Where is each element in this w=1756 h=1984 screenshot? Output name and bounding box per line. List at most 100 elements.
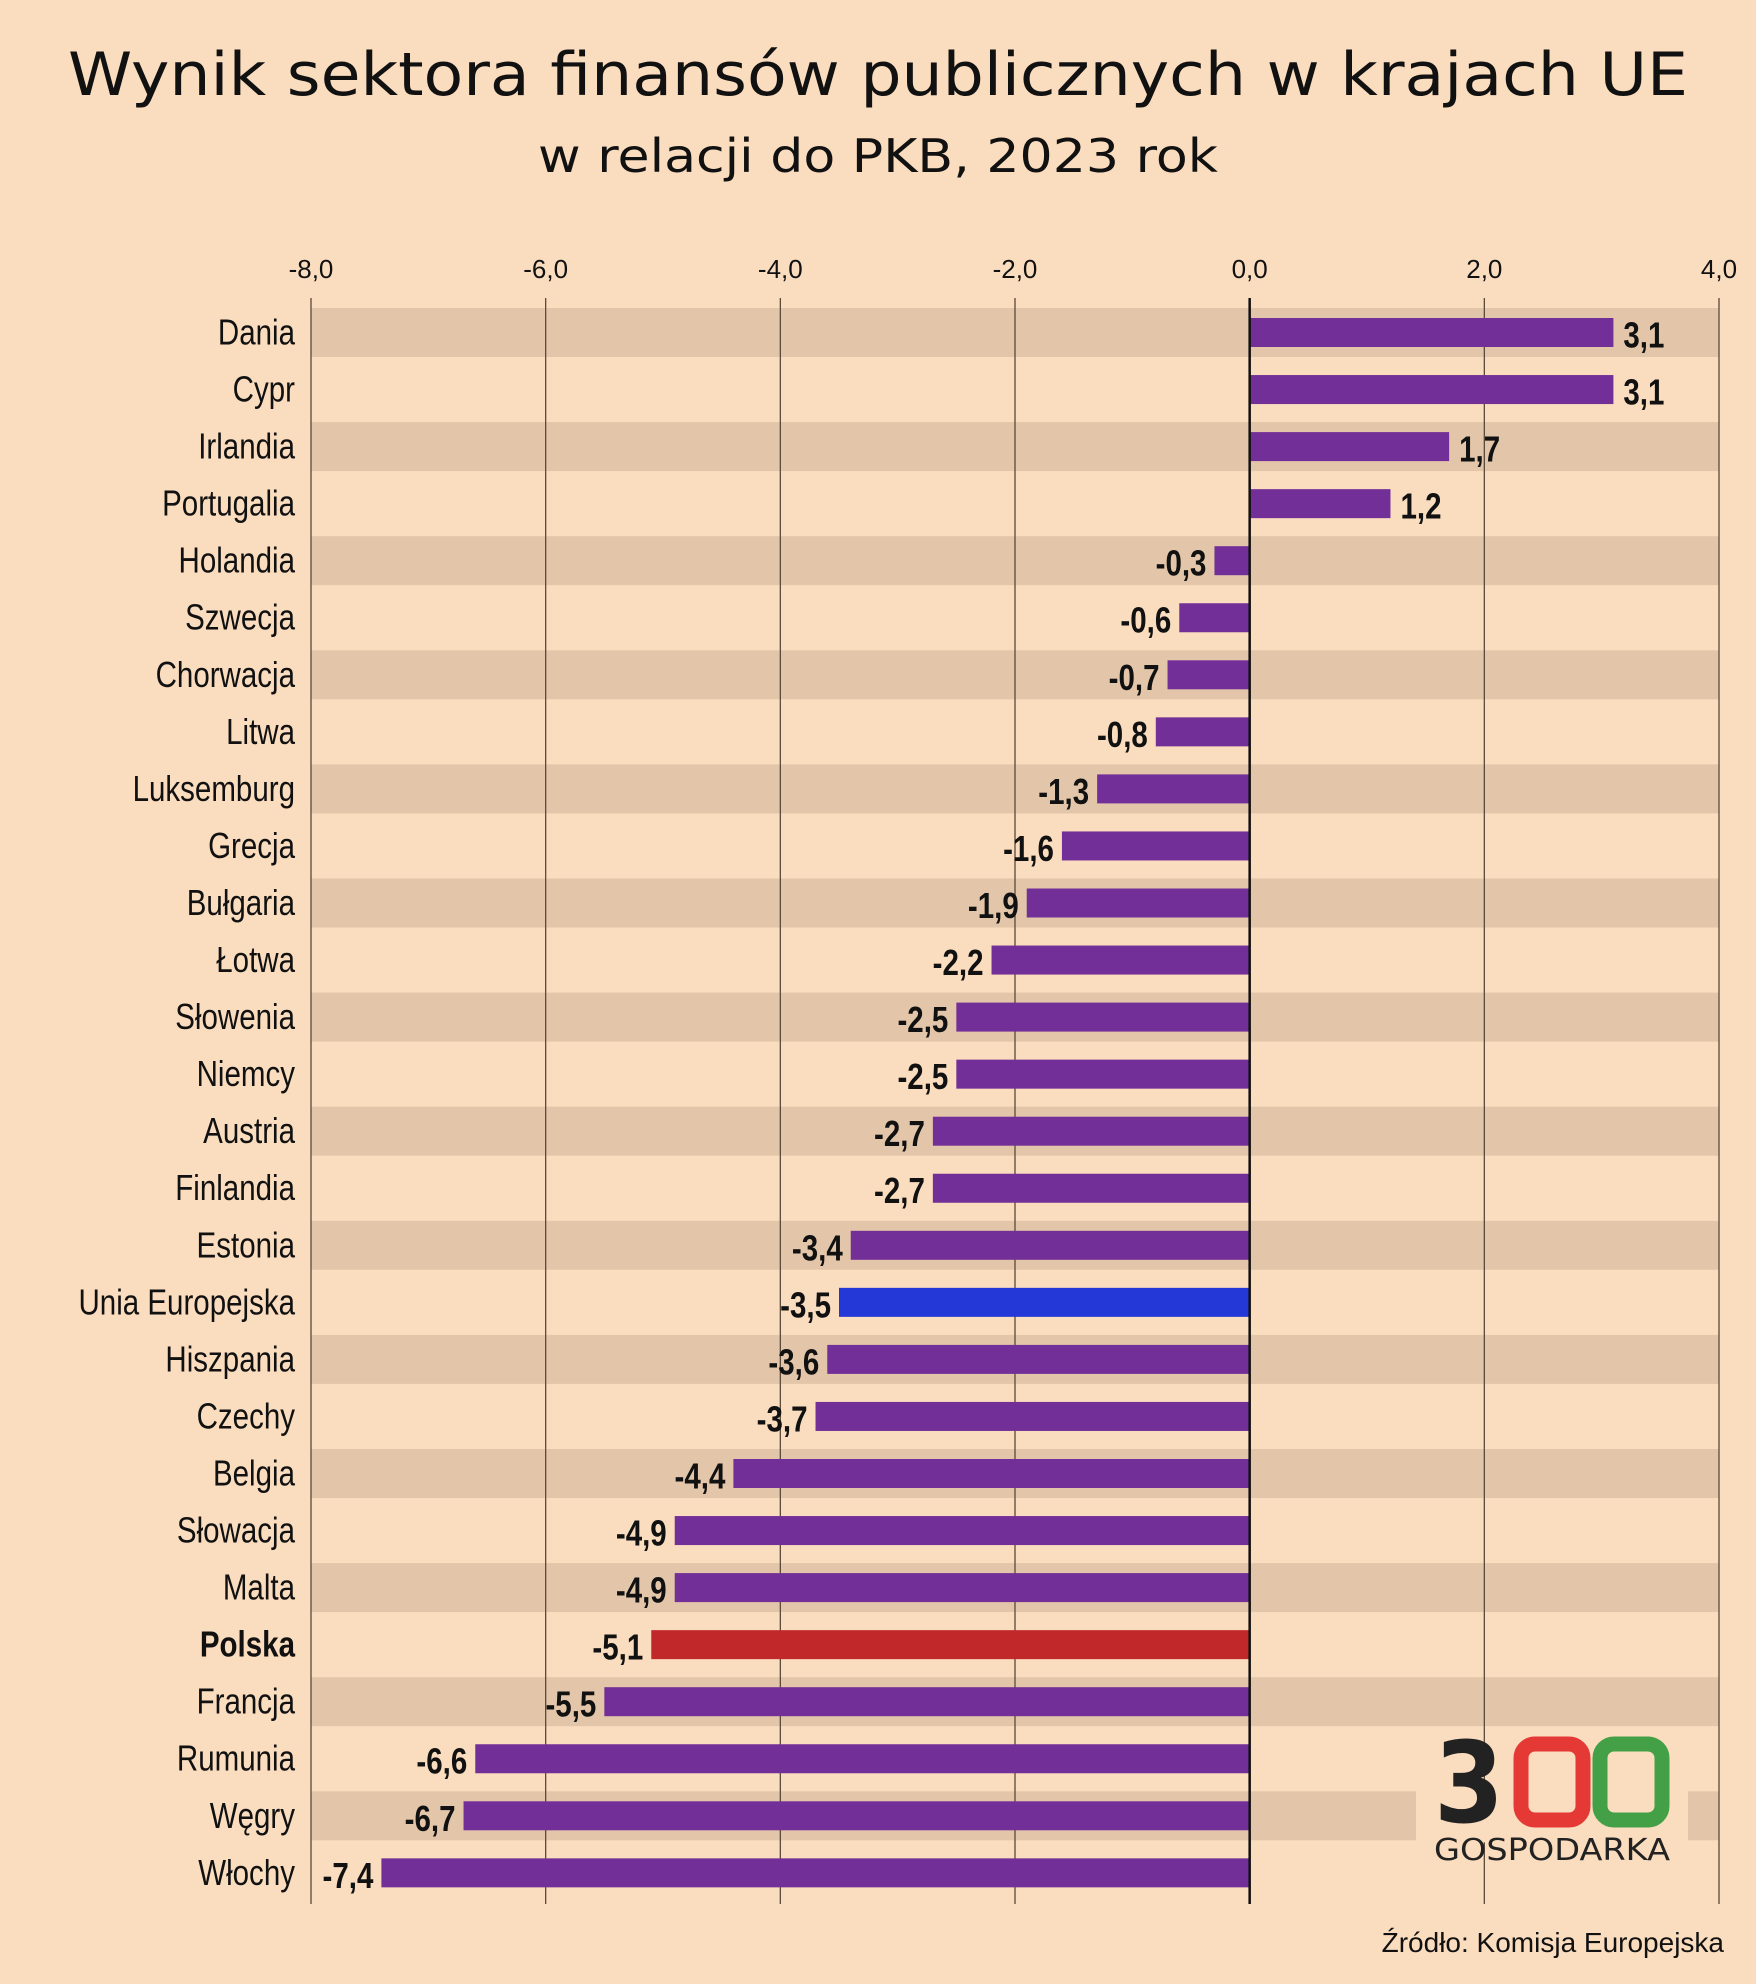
value-label: -3,6 — [768, 1342, 819, 1382]
x-tick-label: -8,0 — [289, 254, 334, 284]
value-labels: 3,1 3,1 1,7 1,2 -0,3 -0,6 -0,7 -0,8-1,3 -1,6 -1,9… — [323, 315, 1665, 1896]
value-label: -1,3 — [1038, 771, 1089, 811]
bar-dania — [1249, 318, 1614, 347]
category-label: Szwecja — [185, 597, 296, 637]
logo-digit-0-red — [1513, 1736, 1591, 1828]
bar-cypr — [1249, 375, 1614, 405]
category-label: Unia Europejska — [78, 1282, 295, 1322]
category-label: Słowacja — [177, 1510, 296, 1550]
bar-bułgaria — [1026, 888, 1250, 918]
category-label: Chorwacja — [156, 654, 296, 694]
category-label: Węgry — [210, 1795, 296, 1835]
source-note: Źródło: Komisja Europejska — [1382, 1927, 1725, 1958]
bar-irlandia — [1249, 432, 1450, 462]
value-label: -2,7 — [874, 1170, 925, 1210]
bars — [381, 318, 1614, 1888]
value-label: -2,5 — [897, 999, 948, 1039]
value-label: -6,7 — [405, 1798, 456, 1838]
category-label: Rumunia — [177, 1738, 296, 1778]
category-label: Bułgaria — [187, 882, 296, 922]
category-label: Litwa — [226, 711, 296, 751]
category-label: Austria — [203, 1110, 295, 1150]
bar-czechy — [815, 1401, 1250, 1431]
bar-austria — [932, 1116, 1250, 1146]
x-tick-label: 2,0 — [1466, 254, 1502, 284]
value-label: 3,1 — [1623, 372, 1664, 412]
bar-belgia — [733, 1459, 1250, 1488]
value-label: -4,4 — [675, 1456, 726, 1496]
bar-słowenia — [956, 1002, 1250, 1032]
value-label: -5,5 — [545, 1684, 596, 1724]
category-label: Irlandia — [198, 426, 295, 466]
x-tick-label: -6,0 — [523, 254, 568, 284]
value-label: -6,6 — [416, 1741, 467, 1781]
value-label: 1,2 — [1400, 486, 1441, 526]
bar-łotwa — [991, 945, 1250, 975]
x-tick-label: 4,0 — [1701, 254, 1737, 284]
category-label: Finlandia — [175, 1167, 295, 1207]
bar-luksemburg — [1097, 774, 1250, 804]
value-label: -4,9 — [616, 1570, 667, 1610]
bar-grecja — [1061, 831, 1250, 861]
value-label: 3,1 — [1623, 315, 1664, 355]
logo: 3 GOSPODARKA — [1434, 1719, 1671, 1868]
bar-unia-europejska — [839, 1287, 1250, 1317]
category-labels: Dania Cypr Irlandia Portugalia Holandia Szwec… — [78, 312, 295, 1893]
bar-niemcy — [956, 1059, 1250, 1089]
bar-szwecja — [1179, 603, 1250, 633]
bar-malta — [674, 1573, 1250, 1603]
bar-francja — [604, 1687, 1250, 1717]
value-label: -0,7 — [1109, 657, 1160, 697]
category-label: Luksemburg — [133, 768, 295, 808]
value-label: -1,6 — [1003, 828, 1054, 868]
category-label: Włochy — [198, 1852, 295, 1892]
value-label: -7,4 — [323, 1855, 374, 1895]
bar-finlandia — [932, 1173, 1250, 1203]
value-label: -2,2 — [933, 942, 984, 982]
bar-portugalia — [1249, 489, 1391, 519]
bar-chorwacja — [1167, 660, 1250, 690]
value-label: -1,9 — [968, 885, 1019, 925]
category-label: Cypr — [233, 369, 295, 409]
category-label: Estonia — [197, 1224, 296, 1264]
value-label: -4,9 — [616, 1513, 667, 1553]
category-label: Dania — [218, 312, 296, 352]
value-label: -3,4 — [792, 1227, 843, 1267]
category-label: Polska — [200, 1624, 296, 1664]
value-label: -0,8 — [1097, 714, 1148, 754]
bar-polska — [651, 1630, 1250, 1660]
category-label: Grecja — [208, 825, 296, 865]
bar-hiszpania — [827, 1344, 1250, 1374]
value-label: -2,7 — [874, 1113, 925, 1153]
value-label: -2,5 — [897, 1056, 948, 1096]
x-tick-label: 0,0 — [1232, 254, 1268, 284]
chart-subtitle: w relacji do PKB, 2023 rok — [538, 129, 1218, 183]
value-label: -3,5 — [780, 1285, 831, 1325]
category-label: Słowenia — [175, 996, 295, 1036]
category-label: Holandia — [179, 540, 296, 580]
value-label: -5,1 — [592, 1627, 643, 1667]
x-axis-ticks: -8,0 -6,0 -4,0 -2,0 0,0 2,0 4,0 — [289, 254, 1737, 284]
x-tick-label: -2,0 — [993, 254, 1038, 284]
logo-text: GOSPODARKA — [1434, 1833, 1671, 1868]
logo-digit-0-green — [1592, 1736, 1670, 1828]
bar-litwa — [1155, 717, 1250, 747]
bar-włochy — [381, 1858, 1250, 1888]
x-tick-label: -4,0 — [758, 254, 803, 284]
value-label: -0,3 — [1156, 543, 1207, 583]
value-label: 1,7 — [1459, 429, 1500, 469]
bar-estonia — [850, 1230, 1250, 1260]
category-label: Belgia — [213, 1453, 296, 1493]
value-label: -3,7 — [757, 1399, 808, 1439]
category-label: Malta — [223, 1567, 296, 1607]
value-label: -0,6 — [1120, 600, 1171, 640]
logo-digit-3: 3 — [1434, 1719, 1504, 1849]
bar-węgry — [463, 1801, 1250, 1831]
category-label: Łotwa — [216, 939, 295, 979]
bar-holandia — [1214, 546, 1250, 576]
category-label: Francja — [197, 1681, 296, 1721]
chart-title: Wynik sektora finansów publicznych w kra… — [68, 40, 1688, 110]
category-label: Portugalia — [162, 483, 295, 523]
category-label: Niemcy — [197, 1053, 296, 1093]
